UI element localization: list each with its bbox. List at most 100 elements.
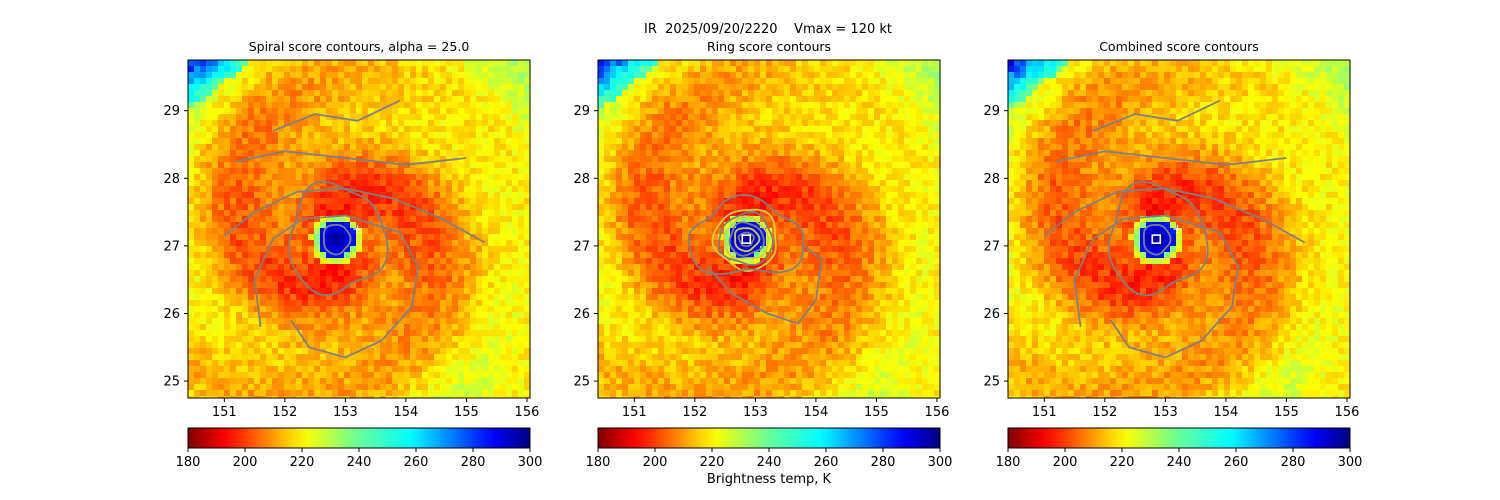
heatmap-cell [524,300,530,307]
heatmap-cell [422,336,429,343]
heatmap-cell [374,204,381,211]
heatmap-cell [850,156,857,163]
heatmap-cell [248,288,255,295]
heatmap-cell [916,192,923,199]
heatmap-cell [458,324,465,331]
heatmap-cell [278,282,285,289]
heatmap-cell [266,198,273,205]
heatmap-cell [500,336,507,343]
heatmap-cell [278,384,285,391]
heatmap-cell [230,72,237,79]
heatmap-cell [512,228,519,235]
heatmap-cell [386,126,393,133]
heatmap-cell [796,234,803,241]
heatmap-cell [356,318,363,325]
heatmap-cell [314,234,321,241]
heatmap-cell [724,84,731,91]
heatmap-cell [658,222,665,229]
axes-frame [187,59,531,399]
heatmap-cell [398,138,405,145]
heatmap-cell [386,324,393,331]
heatmap-cell [302,396,309,398]
heatmap-cell [494,108,501,115]
heatmap-cell [458,336,465,343]
heatmap-cell [410,120,417,127]
heatmap-cell [404,120,411,127]
heatmap-cell [814,60,821,67]
heatmap-cell [404,102,411,109]
heatmap-cell [712,114,719,121]
heatmap-cell [826,216,833,223]
heatmap-cell [802,222,809,229]
heatmap-cell [688,174,695,181]
heatmap-cell [718,66,725,73]
heatmap-cell [700,204,707,211]
heatmap-cell [188,246,195,253]
heatmap-cell [422,378,429,385]
heatmap-cell [206,306,213,313]
heatmap-cell [778,66,785,73]
heatmap-cell [248,330,255,337]
heatmap-cell [446,84,453,91]
heatmap-cell [880,108,887,115]
heatmap-cell [718,90,725,97]
heatmap-cell [616,198,623,205]
heatmap-cell [628,78,635,85]
heatmap-cell [260,366,267,373]
heatmap-cell [236,132,243,139]
heatmap-cell [230,60,237,67]
heatmap-cell [718,168,725,175]
heatmap-cell [188,252,195,259]
heatmap-cell [760,84,767,91]
heatmap-cell [254,354,261,361]
heatmap-cell [476,270,483,277]
heatmap-cell [320,114,327,121]
heatmap-cell [922,186,929,193]
heatmap-cell [446,390,453,397]
heatmap-cell [284,216,291,223]
heatmap-cell [862,72,869,79]
heatmap-cell [386,288,393,295]
heatmap-cell [616,222,623,229]
heatmap-cell [760,192,767,199]
heatmap-cell [892,162,899,169]
heatmap-cell [518,366,525,373]
heatmap-cell [368,192,375,199]
heatmap-cell [254,198,261,205]
heatmap-cell [422,162,429,169]
heatmap-cell [458,132,465,139]
heatmap-cell [344,84,351,91]
heatmap-cell [512,366,519,373]
heatmap-cell [398,66,405,73]
heatmap-cell [356,180,363,187]
heatmap-cell [344,102,351,109]
heatmap-cell [266,210,273,217]
heatmap-cell [760,144,767,151]
heatmap-cell [434,90,441,97]
heatmap-cell [236,144,243,151]
heatmap-cell [482,318,489,325]
heatmap-cell [736,180,743,187]
heatmap-cell [748,78,755,85]
heatmap-cell [218,330,225,337]
heatmap-cell [440,120,447,127]
heatmap-cell [410,348,417,355]
heatmap-cell [320,180,327,187]
heatmap-cell [820,60,827,67]
heatmap-cell [200,252,207,259]
y-tick-label: 29 [163,104,180,119]
heatmap-cell [236,366,243,373]
heatmap-cell [736,156,743,163]
heatmap-cell [356,306,363,313]
heatmap-cell [224,330,231,337]
heatmap-cell [802,192,809,199]
heatmap-cell [302,210,309,217]
heatmap-cell [862,222,869,229]
heatmap-cell [518,150,525,157]
heatmap-cell [518,336,525,343]
heatmap-cell [808,198,815,205]
heatmap-cell [862,228,869,235]
heatmap-cell [326,246,333,253]
heatmap-cell [392,336,399,343]
heatmap-cell [236,288,243,295]
